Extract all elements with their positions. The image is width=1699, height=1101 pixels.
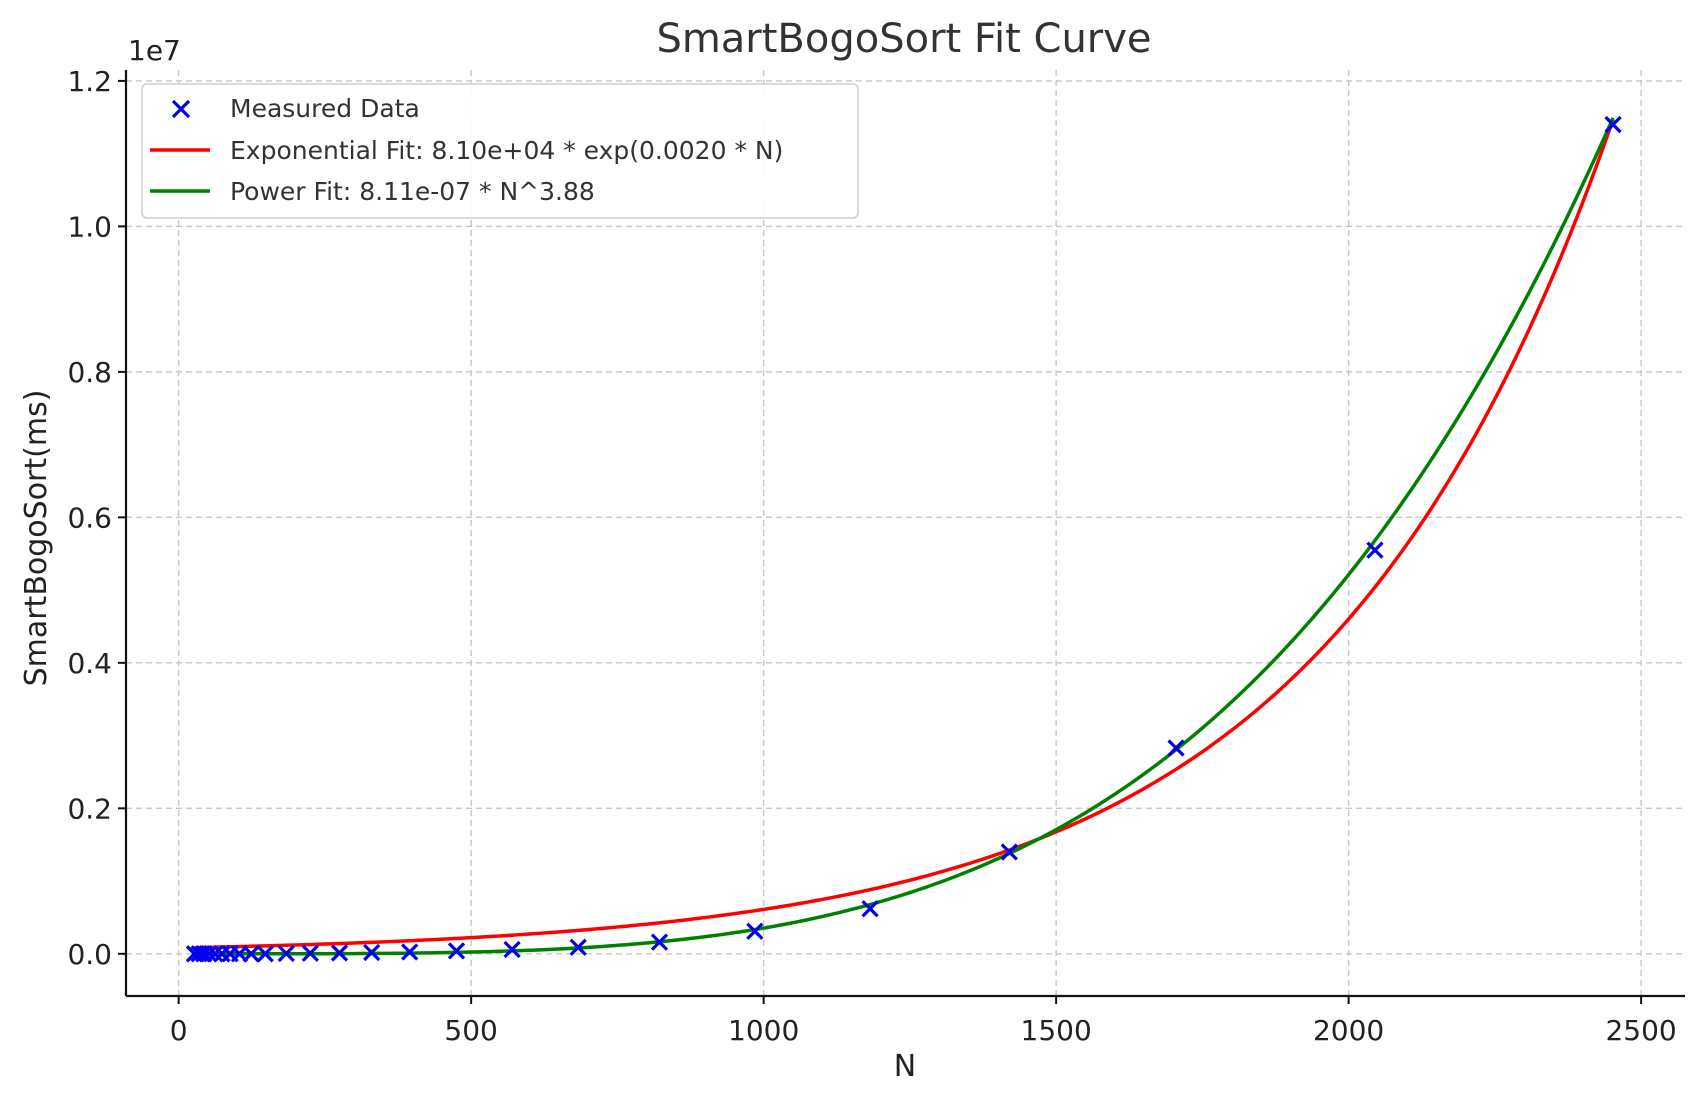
grid-lines [126, 70, 1685, 996]
data-point-marker [650, 933, 669, 951]
data-point-marker [200, 945, 218, 963]
y-tick-label: 0.0 [67, 938, 112, 971]
x-tick-label: 500 [444, 1014, 497, 1047]
x-tick-label: 1000 [728, 1014, 799, 1047]
data-point-marker [401, 943, 419, 961]
data-point-marker [861, 900, 879, 918]
y-axis-label: SmartBogoSort(ms) [19, 390, 54, 687]
axis-ticks: 0 500 1000 1500 2000 2500 0.0 0.2 0.4 0.6 0.8 1.0 1.… [67, 65, 1676, 1047]
y-tick-label: 0.2 [67, 792, 112, 825]
data-point-marker [256, 945, 274, 963]
data-point-marker [206, 945, 224, 963]
legend: Measured Data Exponential Fit: 8.10e+04 … [141, 83, 859, 219]
legend-box [141, 83, 859, 219]
legend-label-exponential: Exponential Fit: 8.10e+04 * exp(0.0020 *… [230, 136, 783, 165]
data-point-marker [1604, 115, 1622, 134]
y-tick-label: 0.8 [67, 356, 112, 389]
data-point-marker [242, 945, 260, 963]
legend-marker-x-icon [171, 99, 191, 119]
y-tick-label: 1.2 [67, 65, 112, 98]
y-tick-label: 0.6 [67, 501, 112, 534]
data-point-marker [503, 940, 521, 959]
y-axis-offset-label: 1e7 [128, 34, 181, 67]
y-tick-label: 0.4 [67, 647, 112, 680]
plot-area [185, 115, 1622, 963]
legend-label-power: Power Fit: 8.11e-07 * N^3.88 [230, 177, 595, 206]
x-tick-label: 2500 [1605, 1014, 1676, 1047]
legend-label-measured: Measured Data [230, 94, 420, 123]
x-tick-label: 0 [170, 1014, 188, 1047]
axes [124, 70, 1685, 998]
data-point-marker [1167, 739, 1185, 757]
data-point-marker [1366, 541, 1384, 559]
data-point-marker [277, 944, 295, 963]
data-point-marker [569, 938, 587, 956]
power-fit-line [194, 117, 1615, 956]
data-point-marker [1000, 843, 1018, 861]
data-point-marker [363, 943, 381, 962]
data-point-marker [301, 944, 319, 962]
data-point-marker [746, 922, 764, 940]
y-tick-label: 1.0 [67, 210, 112, 243]
x-axis-label: N [894, 1049, 916, 1084]
data-point-marker [330, 944, 349, 962]
chart-title: SmartBogoSort Fit Curve [656, 16, 1151, 62]
data-point-marker [447, 942, 466, 960]
exponential-fit-line [194, 118, 1615, 950]
x-tick-label: 2000 [1313, 1014, 1384, 1047]
x-tick-label: 1500 [1021, 1014, 1092, 1047]
